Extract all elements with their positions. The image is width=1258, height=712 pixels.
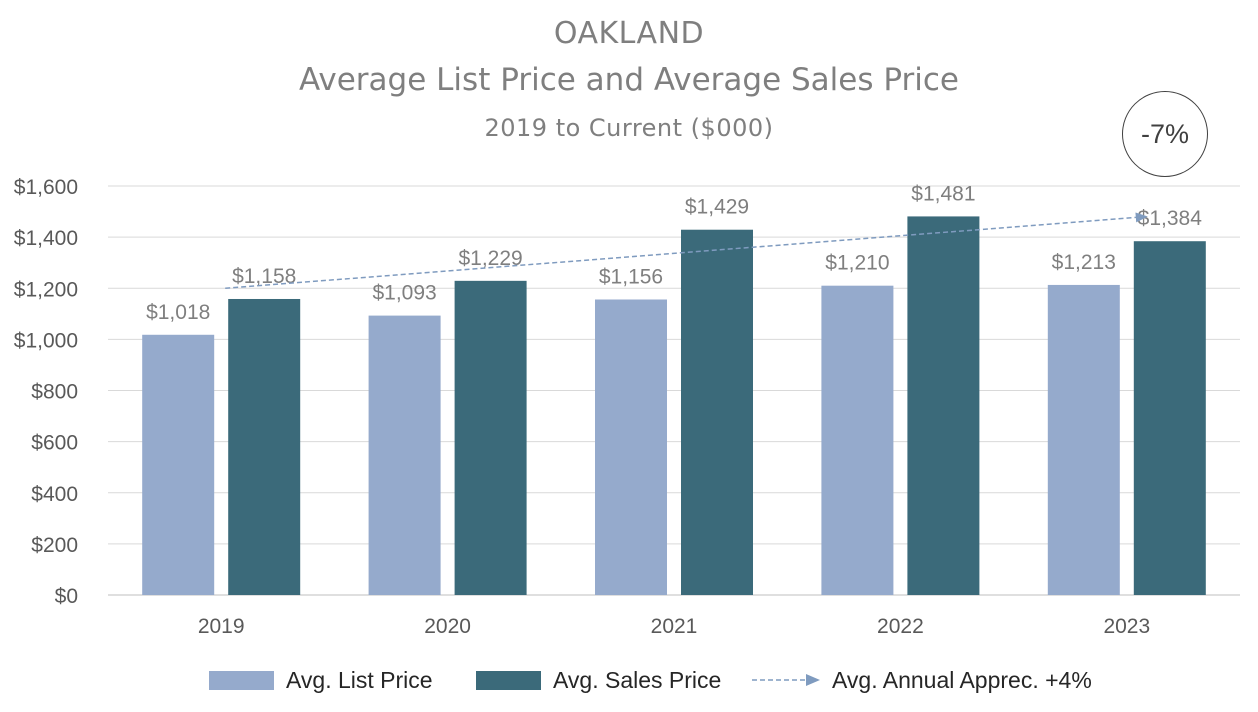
x-tick-label: 2019 <box>198 615 245 638</box>
bar-sales-price-2019 <box>228 298 301 595</box>
data-label: $1,156 <box>599 265 663 288</box>
chart-title: OAKLAND <box>553 16 705 51</box>
legend-swatch-sales-price <box>476 670 541 690</box>
legend-label-list-price: Avg. List Price <box>286 666 433 693</box>
legend-label-sales-price: Avg. Sales Price <box>553 666 722 693</box>
bar-list-price-2019 <box>142 334 215 595</box>
y-tick-label: $1,000 <box>14 329 78 352</box>
y-tick-label: $1,200 <box>14 278 78 301</box>
data-label: $1,213 <box>1052 251 1116 274</box>
y-tick-label: $1,400 <box>14 227 78 250</box>
bar-list-price-2021 <box>595 299 667 595</box>
bar-sales-price-2023 <box>1133 241 1206 595</box>
y-tick-label: $800 <box>31 381 78 404</box>
legend-item-list-price: Avg. List Price <box>209 662 433 698</box>
y-tick-label: $200 <box>31 534 78 557</box>
x-tick-label: 2020 <box>424 615 471 638</box>
y-tick-label: $1,600 <box>14 176 78 199</box>
x-tick-label: 2023 <box>1103 615 1150 638</box>
data-label: $1,429 <box>685 196 749 219</box>
legend-item-trendline: Avg. Annual Apprec. +4% <box>750 662 1092 698</box>
bar-sales-price-2021 <box>681 229 753 596</box>
legend-swatch-list-price <box>209 670 274 690</box>
legend-item-sales-price: Avg. Sales Price <box>476 662 721 698</box>
data-label: $1,018 <box>146 301 210 324</box>
legend-trend-arrow-icon <box>752 674 820 686</box>
data-label: $1,481 <box>911 182 975 205</box>
bar-list-price-2022 <box>821 285 894 595</box>
y-tick-label: $400 <box>31 483 78 506</box>
bar-list-price-2023 <box>1047 284 1120 595</box>
data-label: $1,229 <box>458 247 522 270</box>
bar-sales-price-2022 <box>907 216 980 595</box>
bar-sales-price-2020 <box>454 280 527 595</box>
data-label: $1,384 <box>1138 207 1203 230</box>
x-tick-label: 2021 <box>651 615 698 638</box>
legend-label-trendline: Avg. Annual Apprec. +4% <box>832 666 1092 693</box>
bar-chart: $0 $200 $400 $600 $800 $1,000 $1,200 $1,400 $1,6… <box>14 176 1240 638</box>
data-label: $1,093 <box>372 282 436 305</box>
data-label: $1,158 <box>232 265 296 288</box>
change-badge: -7% <box>1122 91 1208 177</box>
y-tick-label: $600 <box>31 432 78 455</box>
data-label: $1,210 <box>825 252 889 275</box>
bar-list-price-2020 <box>368 315 441 595</box>
trend-line <box>225 212 1148 289</box>
legend: Avg. List Price Avg. Sales Price Avg. An… <box>0 662 1258 698</box>
chart-subtitle: Average List Price and Average Sales Pri… <box>299 62 959 98</box>
y-tick-label: $0 <box>55 585 78 608</box>
x-tick-label: 2022 <box>877 615 924 638</box>
chart-subtitle-range: 2019 to Current ($000) <box>484 114 774 142</box>
